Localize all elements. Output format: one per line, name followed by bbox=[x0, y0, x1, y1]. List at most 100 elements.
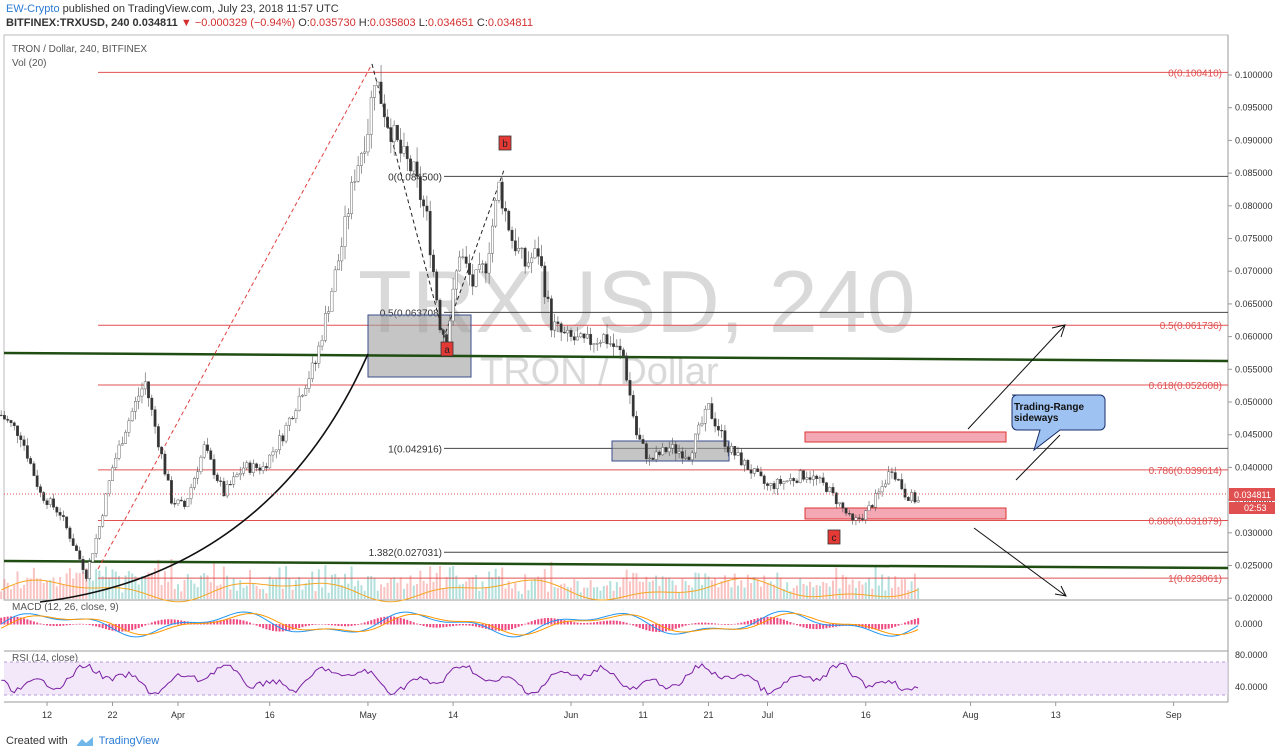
volume-bar bbox=[419, 570, 422, 599]
close-label: C: bbox=[476, 17, 488, 29]
macd-histogram-bar bbox=[242, 620, 245, 625]
candle-body bbox=[504, 208, 507, 212]
price-tick-label: 0.090000 bbox=[1235, 135, 1273, 145]
trading-range-callout[interactable]: Trading-Range sideways bbox=[1011, 394, 1106, 452]
candle-body bbox=[274, 449, 278, 453]
volume-bar bbox=[386, 582, 389, 599]
trendline-lower[interactable] bbox=[3, 559, 1229, 570]
volume-bar bbox=[835, 567, 838, 599]
volume-ma-line bbox=[0, 577, 919, 603]
volume-bar bbox=[497, 576, 500, 599]
volume-bar bbox=[42, 583, 45, 599]
candle-body bbox=[219, 480, 222, 482]
volume-bar bbox=[183, 580, 186, 599]
volume-bar bbox=[163, 571, 166, 599]
volume-bar bbox=[881, 574, 884, 599]
macd-histogram-bar bbox=[520, 624, 523, 626]
macd-histogram-bar bbox=[229, 619, 232, 625]
candle-body bbox=[870, 505, 874, 508]
candle-body bbox=[825, 482, 828, 492]
volume-bar bbox=[612, 590, 615, 599]
macd-histogram-bar bbox=[170, 619, 173, 625]
volume-bar bbox=[661, 576, 664, 599]
volume-bar bbox=[412, 585, 415, 599]
volume-bar bbox=[304, 583, 307, 599]
macd-histogram-bar bbox=[714, 623, 717, 625]
volume-bar bbox=[39, 578, 42, 599]
wave-label-box[interactable] bbox=[827, 529, 841, 545]
author-link[interactable]: EW-Crypto bbox=[6, 3, 60, 15]
volume-bar bbox=[435, 573, 438, 599]
volume-bar bbox=[481, 581, 484, 599]
time-tick-label: 12 bbox=[42, 710, 52, 720]
volume-bar bbox=[596, 587, 599, 599]
breakout-up-arrow[interactable] bbox=[967, 324, 1066, 430]
volume-bar bbox=[239, 580, 242, 599]
range-top-box[interactable] bbox=[804, 431, 1007, 443]
time-axis[interactable]: 12 22 Apr 16 May 14 Jun 11 21 Jul 16 Aug 13 Sep bbox=[42, 702, 1182, 720]
macd-histogram-bar bbox=[514, 624, 517, 629]
candle-body bbox=[563, 331, 566, 334]
macd-histogram-bar bbox=[612, 620, 615, 625]
volume-bar bbox=[442, 589, 445, 599]
candle-body bbox=[841, 502, 845, 509]
trendline-upper[interactable] bbox=[3, 351, 1229, 363]
volume-bar bbox=[740, 580, 743, 599]
macd-histogram-bar bbox=[645, 624, 648, 631]
macd-histogram-bar bbox=[226, 619, 229, 625]
candle-body bbox=[906, 497, 910, 501]
volume-bar bbox=[62, 584, 65, 599]
chart-canvas[interactable]: TRXUSD, 240 TRON / Dollar TRON / Dollar,… bbox=[0, 34, 1280, 734]
candle-body bbox=[399, 139, 403, 154]
parabolic-curve[interactable] bbox=[39, 353, 369, 603]
price-axis[interactable]: 0.100000 0.095000 0.090000 0.085000 0.080000… bbox=[1228, 70, 1273, 603]
candle-body bbox=[769, 483, 773, 486]
macd-histogram-bar bbox=[78, 623, 81, 625]
macd-histogram-bar bbox=[773, 617, 776, 625]
wave-label-box[interactable] bbox=[498, 135, 512, 151]
candle-body bbox=[618, 345, 622, 351]
volume-bar bbox=[170, 559, 173, 599]
candle-body bbox=[536, 248, 540, 257]
publish-info: published on TradingView.com, July 23, 2… bbox=[59, 3, 339, 15]
macd-histogram-bar bbox=[163, 619, 166, 625]
macd-histogram-bar bbox=[101, 624, 104, 629]
macd-histogram-bar bbox=[753, 619, 756, 625]
volume-bar bbox=[815, 585, 818, 599]
candle-body bbox=[887, 471, 891, 485]
tradingview-brand-link[interactable]: TradingView bbox=[98, 735, 160, 747]
candle-body bbox=[183, 500, 186, 507]
price-tick-label: 0.030000 bbox=[1235, 528, 1273, 538]
macd-histogram-bar bbox=[147, 623, 150, 625]
wave-label-box[interactable] bbox=[440, 341, 454, 357]
volume-bar bbox=[602, 586, 605, 599]
candle-body bbox=[851, 513, 855, 521]
volume-bar bbox=[249, 570, 252, 599]
candle-body bbox=[497, 181, 501, 201]
macd-histogram-bar bbox=[0, 617, 3, 625]
volume-bar bbox=[68, 568, 71, 599]
volume-bar bbox=[504, 588, 507, 599]
candle-body bbox=[838, 502, 841, 505]
rsi-pane-title: RSI (14, close) bbox=[12, 653, 78, 664]
candle-body bbox=[261, 466, 265, 471]
volume-bar bbox=[154, 568, 157, 599]
candle-body bbox=[592, 343, 596, 345]
candle-body bbox=[251, 463, 255, 473]
candle-body bbox=[94, 538, 98, 554]
breakdown-down-arrow[interactable] bbox=[973, 527, 1067, 597]
price-tick-label: 0.065000 bbox=[1235, 299, 1273, 309]
fibonacci-levels: 0(0.100410) 0.5(0.061736) 0.618(0.052608) 0… bbox=[98, 68, 1228, 585]
candle-body bbox=[559, 323, 563, 333]
candle-body bbox=[884, 483, 887, 487]
candle-body bbox=[792, 478, 796, 482]
publish-line: EW-Crypto published on TradingView.com, … bbox=[6, 3, 339, 15]
macd-histogram-bar bbox=[825, 624, 828, 629]
candle-body bbox=[333, 269, 337, 292]
macd-histogram-bar bbox=[478, 624, 481, 628]
supply-zone-box[interactable] bbox=[367, 314, 472, 378]
candle-body bbox=[458, 256, 462, 272]
range-bottom-box[interactable] bbox=[804, 507, 1007, 520]
volume-bar bbox=[363, 590, 366, 599]
candle-body bbox=[150, 397, 154, 410]
